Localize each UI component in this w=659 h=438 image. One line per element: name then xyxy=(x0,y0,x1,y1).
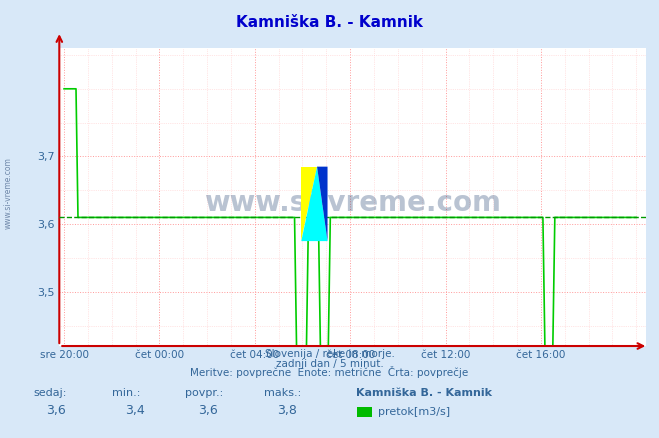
Text: zadnji dan / 5 minut.: zadnji dan / 5 minut. xyxy=(275,359,384,369)
Polygon shape xyxy=(301,166,328,241)
Text: povpr.:: povpr.: xyxy=(185,389,223,399)
Text: 3,4: 3,4 xyxy=(125,404,145,417)
Polygon shape xyxy=(317,166,328,241)
Text: www.si-vreme.com: www.si-vreme.com xyxy=(4,157,13,229)
Text: 3,6: 3,6 xyxy=(198,404,217,417)
Text: 3,8: 3,8 xyxy=(277,404,297,417)
Text: Meritve: povprečne  Enote: metrične  Črta: povprečje: Meritve: povprečne Enote: metrične Črta:… xyxy=(190,366,469,378)
Text: sedaj:: sedaj: xyxy=(33,389,67,399)
Text: www.si-vreme.com: www.si-vreme.com xyxy=(204,189,501,217)
Text: Kamniška B. - Kamnik: Kamniška B. - Kamnik xyxy=(236,15,423,30)
Text: 3,6: 3,6 xyxy=(46,404,66,417)
Text: maks.:: maks.: xyxy=(264,389,301,399)
Text: Slovenija / reke in morje.: Slovenija / reke in morje. xyxy=(264,349,395,359)
Polygon shape xyxy=(301,166,317,241)
Text: min.:: min.: xyxy=(112,389,140,399)
Text: pretok[m3/s]: pretok[m3/s] xyxy=(378,407,450,417)
Text: Kamniška B. - Kamnik: Kamniška B. - Kamnik xyxy=(356,389,492,399)
